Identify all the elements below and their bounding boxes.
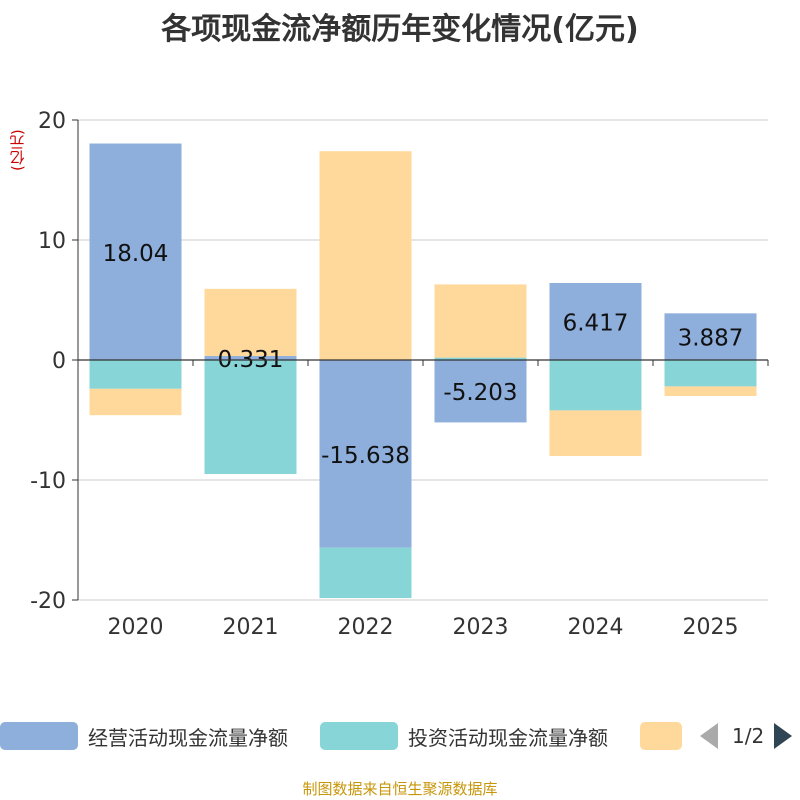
legend-swatch-operating [0, 722, 78, 750]
bar-series2-2025 [664, 386, 757, 396]
bar-series2-2023 [434, 284, 527, 358]
data-label-2025: 3.887 [678, 326, 744, 352]
legend-page-indicator: 1/2 [732, 724, 765, 748]
bar-series2-2021 [204, 288, 297, 357]
bar-series0-2022 [319, 360, 412, 548]
y-tick-label: -20 [30, 589, 66, 614]
bar-series1-2024 [549, 360, 642, 411]
legend-swatch-investing [320, 722, 398, 750]
legend-item-operating[interactable]: 经营活动现金流量净额 [0, 716, 288, 756]
bar-series0-2023 [434, 360, 527, 423]
bar-series0-2024 [549, 282, 642, 360]
y-tick-label: -10 [30, 469, 66, 494]
y-tick-label: 10 [38, 229, 66, 254]
legend-item-investing[interactable]: 投资活动现金流量净额 [320, 716, 608, 756]
bar-series1-2025 [664, 360, 757, 387]
x-tick-label-2023: 2023 [453, 615, 509, 640]
legend-swatch-third [640, 722, 682, 750]
data-source-note: 制图数据来自恒生聚源数据库 [302, 780, 498, 798]
data-label-2022: -15.638 [321, 443, 410, 469]
chart-plot: -20-100102018.040.331-15.638-5.2036.4173… [30, 109, 769, 640]
data-label-2024: 6.417 [563, 310, 629, 336]
legend-pager: 1/2 [700, 716, 800, 756]
bar-series1-2020 [89, 360, 182, 389]
y-tick-label: 20 [38, 109, 66, 134]
data-label-2023: -5.203 [443, 380, 517, 406]
bar-series2-2022 [319, 151, 412, 360]
bar-series1-2021 [204, 360, 297, 474]
legend-label-investing: 投资活动现金流量净额 [408, 725, 608, 750]
bar-series2-2020 [89, 388, 182, 416]
legend-prev-page-icon[interactable] [700, 723, 718, 749]
bar-series0-2020 [89, 143, 182, 360]
chart-title: 各项现金流净额历年变化情况(亿元) [161, 12, 639, 47]
data-label-2020: 18.04 [103, 241, 169, 267]
legend-item-third[interactable] [640, 716, 692, 756]
x-tick-label-2024: 2024 [568, 615, 624, 640]
legend-next-page-icon[interactable] [774, 723, 793, 749]
bar-series1-2023 [434, 357, 527, 360]
y-tick-label: 0 [52, 349, 66, 374]
x-tick-label-2025: 2025 [683, 615, 739, 640]
x-tick-label-2022: 2022 [338, 615, 394, 640]
x-tick-label-2020: 2020 [108, 615, 164, 640]
bar-series2-2024 [549, 410, 642, 456]
x-tick-label-2021: 2021 [223, 615, 279, 640]
bar-series0-2025 [664, 313, 757, 360]
bar-series1-2022 [319, 547, 412, 599]
bar-series0-2021 [204, 356, 297, 360]
legend-label-operating: 经营活动现金流量净额 [88, 725, 288, 750]
